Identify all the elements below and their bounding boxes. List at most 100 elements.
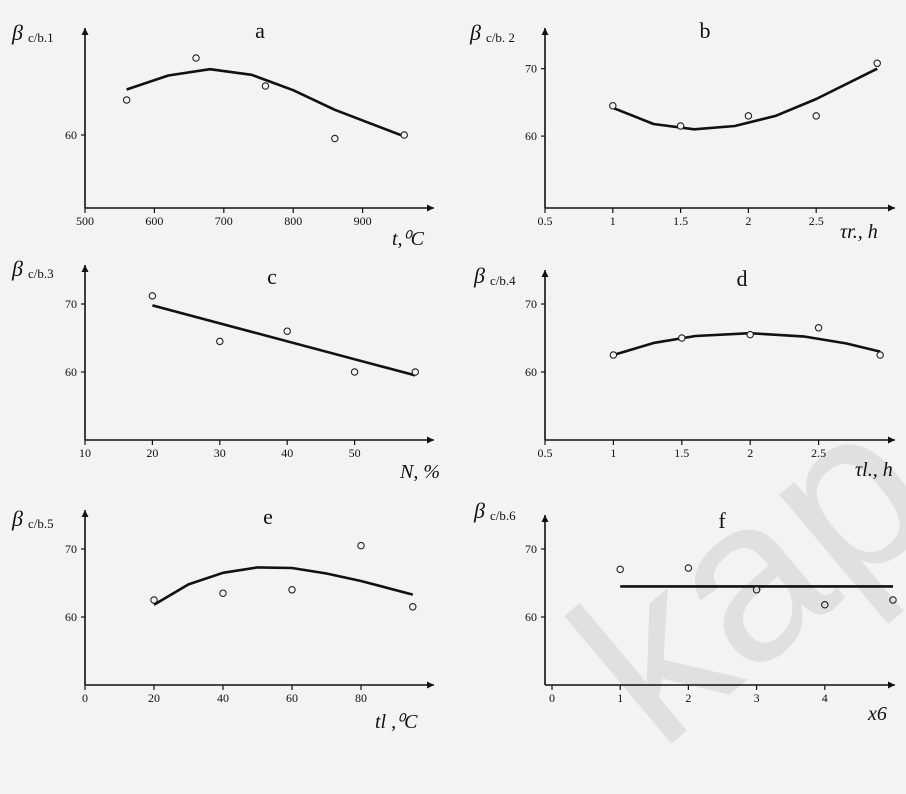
x-axis-head xyxy=(888,204,895,212)
x-tick-label: 1.5 xyxy=(674,446,689,460)
x-tick-label: 800 xyxy=(284,214,302,228)
x-tick-label: 2.5 xyxy=(809,214,824,228)
x-tick-label: 2 xyxy=(685,691,691,705)
panel-label: e xyxy=(263,504,273,529)
data-point xyxy=(752,586,761,594)
y-axis-head xyxy=(81,265,89,272)
x-tick-label: 0.5 xyxy=(538,214,553,228)
fit-line xyxy=(613,331,881,357)
x-tick-label: 600 xyxy=(145,214,163,228)
data-point xyxy=(148,292,157,300)
x-tick-label: 0 xyxy=(82,691,88,705)
x-tick-label: 2 xyxy=(745,214,751,228)
x-tick-label: 40 xyxy=(217,691,229,705)
data-point xyxy=(408,603,417,611)
y-axis xyxy=(81,28,89,208)
y-axis-label-sub: c/b.1 xyxy=(28,30,54,45)
y-axis-head xyxy=(81,510,89,517)
y-tick-label: 70 xyxy=(525,62,537,76)
panel-b: 0.5 1 1.5 2 2.5 60 70 b β c/b. 2 τr., h xyxy=(469,18,895,243)
panel-label: f xyxy=(718,508,726,533)
x-tick-label: 700 xyxy=(215,214,233,228)
data-point xyxy=(150,596,158,604)
x-axis-label: x6 xyxy=(867,703,887,725)
data-point xyxy=(400,131,408,139)
x-axis xyxy=(85,681,434,689)
data-point xyxy=(357,541,365,550)
panel-d: 0.5 1 1.5 2 2.5 60 70 d β c/b.4 τl., h xyxy=(473,263,895,481)
data-point xyxy=(411,368,420,376)
y-tick-label: 60 xyxy=(525,610,537,624)
panel-a: 500 600 700 800 900 60 a β c/b.1 t,⁰C xyxy=(11,18,434,250)
x-tick-label: 4 xyxy=(822,691,828,705)
x-axis-label: tl ,⁰C xyxy=(375,711,418,733)
x-axis-head xyxy=(427,681,434,689)
y-axis-head xyxy=(81,28,89,35)
y-axis-label-sub: c/b.5 xyxy=(28,516,54,531)
data-point xyxy=(873,59,881,68)
panel-e: 0 20 40 60 80 60 70 e β c/b.5 tl ,⁰C xyxy=(11,504,434,733)
y-tick-label: 60 xyxy=(65,610,77,624)
data-point xyxy=(288,586,296,594)
data-point xyxy=(746,330,754,339)
fit-line xyxy=(126,67,405,138)
data-point xyxy=(814,324,823,332)
y-axis xyxy=(81,265,89,440)
panel-label: a xyxy=(255,18,265,43)
x-tick-label: 900 xyxy=(354,214,372,228)
y-axis xyxy=(81,510,89,685)
data-point xyxy=(889,596,897,604)
x-tick-label: 1 xyxy=(617,691,623,705)
y-axis-label: β xyxy=(473,498,485,523)
x-axis-head xyxy=(427,436,434,444)
x-tick-label: 50 xyxy=(349,446,361,460)
y-axis-label: β xyxy=(11,256,23,281)
x-tick-label: 20 xyxy=(146,446,158,460)
data-point xyxy=(744,112,753,120)
data-point xyxy=(616,565,624,574)
x-tick-label: 3 xyxy=(754,691,760,705)
data-point xyxy=(676,122,685,130)
y-tick-label: 70 xyxy=(65,542,77,556)
fit-line xyxy=(612,67,878,131)
data-point xyxy=(219,589,227,597)
x-tick-label: 1 xyxy=(610,214,616,228)
panel-c: 10 20 30 40 50 60 70 c β c/b.3 N, % xyxy=(11,256,440,483)
data-point xyxy=(821,601,829,609)
x-tick-label: 1.5 xyxy=(673,214,688,228)
x-tick-label: 60 xyxy=(286,691,298,705)
data-point xyxy=(678,334,686,342)
y-axis-head xyxy=(541,28,549,35)
data-point xyxy=(609,102,617,110)
x-tick-label: 0 xyxy=(549,691,555,705)
x-axis-head xyxy=(427,204,434,212)
y-axis-label: β xyxy=(469,20,481,45)
y-axis xyxy=(541,515,549,685)
x-axis-head xyxy=(888,436,895,444)
x-tick-label: 1 xyxy=(610,446,616,460)
x-tick-label: 10 xyxy=(79,446,91,460)
y-tick-label: 60 xyxy=(525,129,537,143)
x-tick-label: 80 xyxy=(355,691,367,705)
y-tick-label: 60 xyxy=(65,128,77,142)
x-tick-label: 40 xyxy=(281,446,293,460)
x-axis xyxy=(545,681,895,689)
x-axis-head xyxy=(888,681,895,689)
y-axis xyxy=(541,28,549,208)
fit-line xyxy=(152,304,416,377)
panel-label: c xyxy=(267,264,277,289)
y-axis-head xyxy=(541,270,549,277)
data-point xyxy=(812,112,820,120)
data-point xyxy=(261,82,270,90)
x-tick-label: 500 xyxy=(76,214,94,228)
x-axis xyxy=(545,204,895,212)
x-axis-label: t,⁰C xyxy=(392,228,425,250)
y-tick-label: 70 xyxy=(65,297,77,311)
y-axis-label-sub: c/b.4 xyxy=(490,273,516,288)
x-axis-label: τr., h xyxy=(840,221,878,243)
x-axis xyxy=(85,436,434,444)
y-axis-label-sub: c/b.6 xyxy=(490,508,516,523)
y-axis-label: β xyxy=(11,506,23,531)
panel-f: 0 1 2 3 4 60 70 f β c/b.6 x6 xyxy=(473,498,897,725)
